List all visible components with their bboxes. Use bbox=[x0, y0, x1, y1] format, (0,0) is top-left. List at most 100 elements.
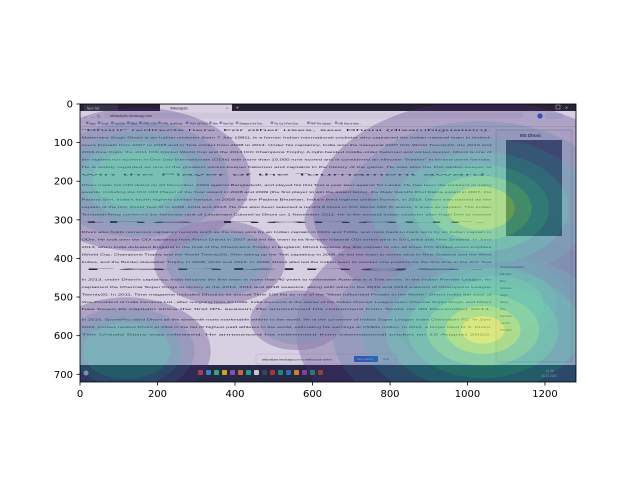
heatmap-contour bbox=[393, 152, 569, 265]
bookmark-10[interactable]: Far Cry 5 Free Dow... bbox=[274, 121, 300, 125]
close-tab-icon[interactable]: × bbox=[226, 106, 229, 111]
bookmark-icon bbox=[158, 121, 161, 124]
taskbar-app-icon[interactable] bbox=[230, 370, 235, 375]
bookmark-4[interactable]: HTML, CSS bbox=[143, 121, 158, 125]
y-tick-label: 600 bbox=[54, 331, 73, 342]
taskbar-app-icon[interactable] bbox=[270, 370, 275, 375]
close-window-icon[interactable]: × bbox=[565, 106, 568, 112]
heatmap-contour bbox=[153, 220, 286, 305]
bookmarks-bar bbox=[80, 120, 576, 126]
x-tick-label: 200 bbox=[148, 389, 167, 400]
x-tick-label: 1000 bbox=[455, 389, 480, 400]
infobox-label: Height bbox=[500, 293, 508, 297]
start-icon[interactable] bbox=[83, 370, 89, 376]
bookmark-icon bbox=[270, 121, 274, 124]
forward-icon[interactable]: → bbox=[90, 114, 95, 119]
plot-area: New Tab Wikianalysis × + × ← → ↻ wikiana… bbox=[80, 104, 576, 382]
taskbar-app-icon[interactable] bbox=[222, 370, 227, 375]
heatmap-contour bbox=[425, 257, 572, 352]
taskbar-app-icon[interactable] bbox=[278, 370, 283, 375]
heatmap-contour bbox=[345, 121, 576, 296]
taskbar-app-icon[interactable] bbox=[310, 370, 315, 375]
heatmap-contour bbox=[386, 233, 576, 377]
bookmark-6[interactable]: TASK DETAILS bbox=[189, 121, 208, 125]
bookmark-icon bbox=[209, 121, 212, 124]
address-bar[interactable] bbox=[104, 112, 524, 119]
taskbar-app-icon[interactable] bbox=[254, 370, 259, 375]
bookmark-icon bbox=[235, 121, 239, 124]
bookmark-8[interactable]: New Tab bbox=[223, 121, 234, 125]
heatmap-contour bbox=[304, 189, 399, 250]
infobox-label: Batting bbox=[500, 300, 509, 304]
bookmark-11[interactable]: PHP File Upload bbox=[311, 121, 331, 125]
heatmap-contour bbox=[447, 186, 515, 230]
heatmap-contour bbox=[80, 132, 212, 227]
heatmap-contour bbox=[440, 267, 557, 343]
heatmap-contour bbox=[80, 107, 251, 252]
bookmark-5[interactable]: HTML JavaScript bbox=[162, 121, 183, 125]
bookmark-2[interactable]: YouTube bbox=[115, 121, 126, 125]
article-line: has been its captain since the first IPL… bbox=[82, 307, 493, 311]
taskbar-app-icon[interactable] bbox=[198, 370, 203, 375]
article-line: Dhoni also holds numerous captaincy reco… bbox=[82, 230, 493, 234]
heatmap-contour bbox=[445, 305, 521, 354]
infobox-label: Full name bbox=[500, 272, 512, 276]
article-line: win the Player of the Tournament award. bbox=[82, 172, 495, 176]
infobox-label: Born bbox=[500, 279, 506, 283]
bookmark-7[interactable]: Mos bbox=[213, 121, 219, 125]
bookmark-icon bbox=[219, 121, 223, 124]
bookmark-0[interactable]: Apps bbox=[90, 121, 97, 125]
tab-wikianalysis[interactable] bbox=[160, 104, 232, 112]
reload-icon[interactable]: ↻ bbox=[97, 114, 101, 119]
clock-time: 11:26 bbox=[546, 369, 554, 373]
bookmark-icon bbox=[139, 121, 142, 124]
heatmap-contour bbox=[80, 297, 211, 382]
taskbar-app-icon[interactable] bbox=[214, 370, 219, 375]
article-line: Padma Shri, India's fourth highest civil… bbox=[82, 198, 493, 202]
infobox-label: Nickname bbox=[500, 286, 512, 290]
article-line: In 2016, SportsPro rated Dhoni as the si… bbox=[82, 318, 493, 322]
y-tick-label: 200 bbox=[54, 177, 73, 188]
screen-share-text: wikianalysis.herokuapp.com is sharing yo… bbox=[262, 358, 333, 362]
taskbar-app-icon[interactable] bbox=[294, 370, 299, 375]
maximize-icon[interactable] bbox=[555, 104, 561, 110]
taskbar-app-icon[interactable] bbox=[318, 370, 323, 375]
hide-button[interactable]: Hide bbox=[383, 357, 390, 361]
article-line: 2013, when India defeated England in the… bbox=[82, 245, 494, 249]
heatmap-contour bbox=[80, 142, 197, 217]
infobox-title: MS Dhoni bbox=[520, 133, 541, 138]
bookmark-icon bbox=[111, 121, 114, 124]
taskbar-app-icon[interactable] bbox=[302, 370, 307, 375]
heatmap-contour bbox=[453, 275, 544, 334]
taskbar-app-icon[interactable] bbox=[238, 370, 243, 375]
paused-profile-chip[interactable] bbox=[545, 113, 564, 119]
taskbar-app-icon[interactable] bbox=[206, 370, 211, 375]
heatmap-contour bbox=[259, 296, 335, 345]
heatmap-contour bbox=[385, 267, 576, 382]
bookmark-icon bbox=[307, 121, 310, 124]
article-line: Mahendra Singh Dhoni is an Indian cricke… bbox=[82, 135, 492, 139]
taskbar-app-icon[interactable] bbox=[246, 370, 251, 375]
tab-new-tab[interactable] bbox=[84, 104, 118, 112]
y-tick-label: 400 bbox=[54, 254, 73, 265]
stop-sharing-label: Stop sharing bbox=[357, 357, 373, 361]
stop-sharing-button[interactable] bbox=[354, 356, 378, 362]
heatmap-contour bbox=[166, 228, 273, 297]
bookmark-12[interactable]: (48) How to learn... bbox=[338, 121, 361, 125]
bookmark-3[interactable]: Maps bbox=[131, 121, 138, 125]
back-icon[interactable]: ← bbox=[83, 114, 88, 119]
taskbar-app-icon[interactable] bbox=[286, 370, 291, 375]
x-tick-label: 1200 bbox=[532, 389, 557, 400]
article-line: ODIs. He took over the ODI captaincy fro… bbox=[82, 238, 493, 242]
article-line: awards, including the ICC ODI Player of … bbox=[82, 190, 493, 194]
avatar[interactable] bbox=[537, 113, 543, 119]
bookmark-1[interactable]: Gmail bbox=[101, 121, 108, 125]
heatmap-contour bbox=[176, 234, 263, 290]
new-tab-icon[interactable]: + bbox=[236, 106, 239, 112]
bookmark-9[interactable]: Shadow of the Tom... bbox=[239, 121, 264, 125]
heatmap-contour bbox=[407, 246, 576, 363]
article-line: "Dhoni" redirects here. For other uses, … bbox=[82, 128, 494, 132]
article-line: 2016 Asia Cups, the 2011 ICC Cricket Wor… bbox=[82, 150, 493, 154]
clock-date: 15-11-2020 bbox=[541, 374, 557, 378]
taskbar-app-icon[interactable] bbox=[262, 370, 267, 375]
